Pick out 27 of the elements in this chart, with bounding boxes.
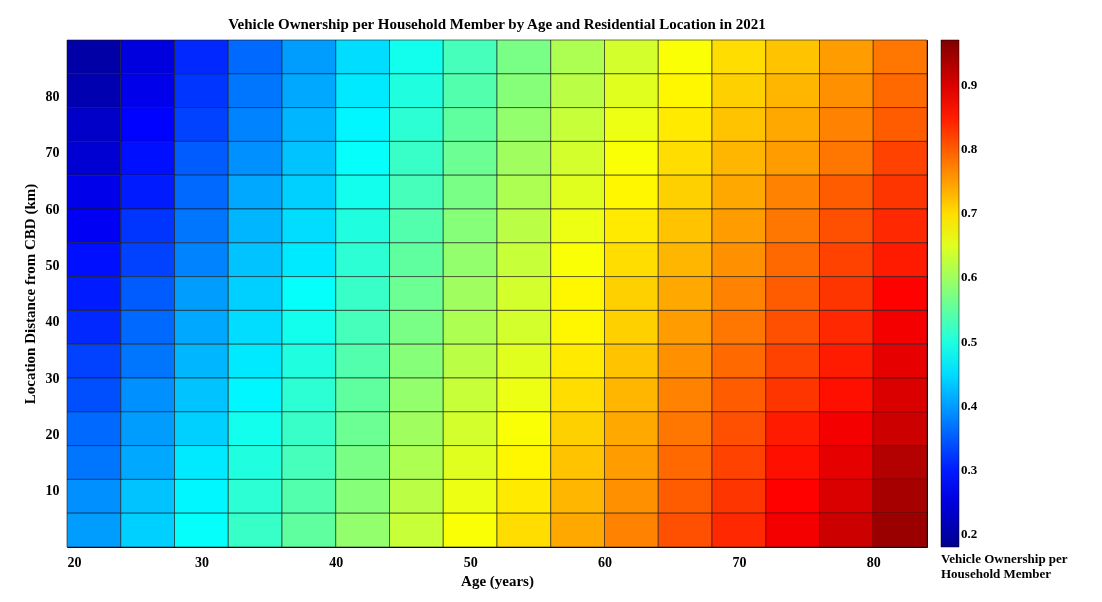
x-tick-label: 80 [866, 554, 881, 570]
color-bar-title: Vehicle Ownership per Household Member [941, 551, 1068, 581]
y-tick-label: 30 [45, 370, 60, 386]
y-tick-label: 60 [45, 201, 60, 217]
x-tick-label: 70 [732, 554, 747, 570]
y-tick-label: 80 [45, 88, 60, 104]
color-bar-label: 0.9 [961, 76, 978, 92]
color-bar-label: 0.2 [961, 526, 978, 542]
x-tick-label: 40 [329, 554, 344, 570]
x-tick-label: 50 [463, 554, 478, 570]
color-bar-label: 0.7 [961, 205, 978, 221]
x-tick-label: 30 [194, 554, 209, 570]
x-axis-title: Age (years) [461, 572, 534, 590]
y-axis-title: Location Distance from CBD (km) [21, 183, 39, 405]
x-tick-label: 20 [67, 554, 82, 570]
y-tick-label: 10 [45, 483, 60, 499]
y-tick-label: 50 [45, 257, 60, 273]
color-bar-label: 0.3 [961, 461, 978, 477]
y-tick-label: 20 [45, 426, 60, 442]
color-bar-label: 0.5 [961, 333, 978, 349]
x-tick-label: 60 [598, 554, 612, 570]
y-tick-label: 70 [45, 145, 60, 161]
color-bar-label: 0.8 [961, 141, 978, 157]
chart-title: Vehicle Ownership per Household Member by Age and Residential Location in 2021 [228, 15, 766, 32]
color-bar-label: 0.4 [961, 397, 978, 413]
y-tick-label: 40 [45, 314, 60, 330]
color-bar-label: 0.6 [961, 269, 978, 285]
